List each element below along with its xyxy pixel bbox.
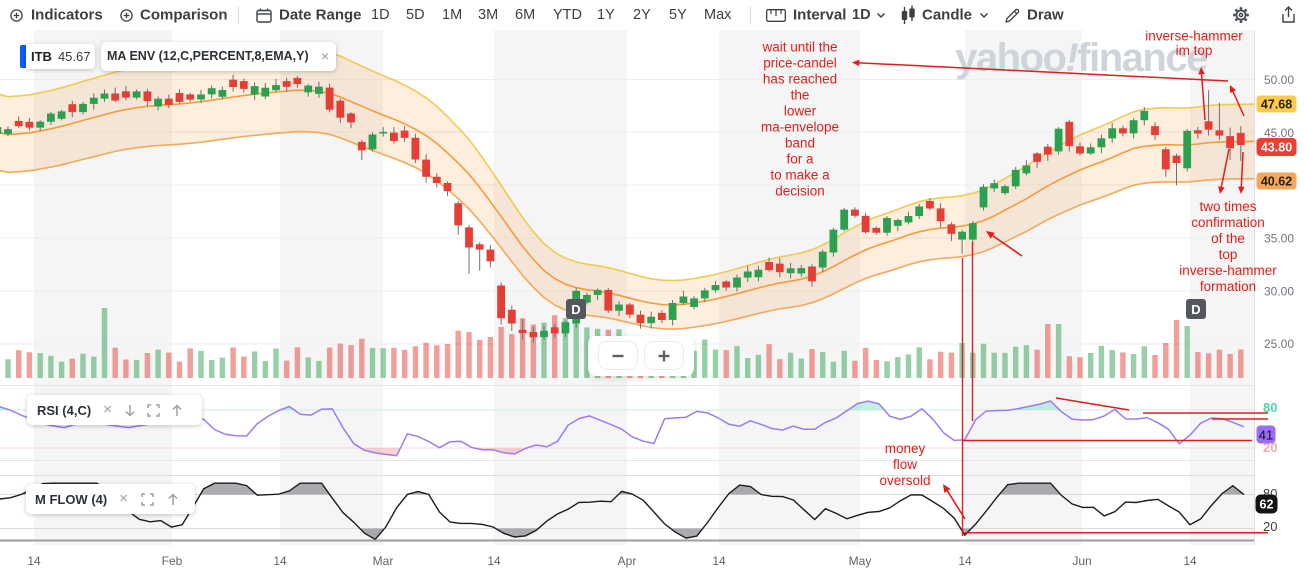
svg-text:50.00: 50.00 bbox=[1264, 73, 1294, 87]
svg-text:formation: formation bbox=[1200, 279, 1256, 294]
svg-text:to make a: to make a bbox=[770, 168, 830, 183]
svg-text:oversold: oversold bbox=[879, 473, 930, 488]
svg-text:14: 14 bbox=[27, 554, 41, 568]
svg-text:Mar: Mar bbox=[373, 554, 394, 568]
svg-text:lower: lower bbox=[784, 104, 817, 119]
svg-text:14: 14 bbox=[712, 554, 726, 568]
svg-text:for a: for a bbox=[786, 152, 814, 167]
svg-text:the: the bbox=[791, 88, 810, 103]
svg-text:30.00: 30.00 bbox=[1264, 284, 1294, 298]
svg-text:money: money bbox=[885, 441, 926, 456]
svg-text:14: 14 bbox=[1183, 554, 1197, 568]
svg-text:45.00: 45.00 bbox=[1264, 126, 1294, 140]
svg-text:25.00: 25.00 bbox=[1264, 337, 1294, 351]
svg-text:flow: flow bbox=[893, 457, 917, 472]
svg-text:D: D bbox=[571, 302, 580, 317]
svg-text:wait until the: wait until the bbox=[761, 40, 837, 55]
svg-text:inverse-hammer: inverse-hammer bbox=[1145, 29, 1243, 44]
svg-text:ma-envelope: ma-envelope bbox=[761, 120, 839, 135]
svg-text:decision: decision bbox=[775, 184, 825, 199]
svg-text:inverse-hammer: inverse-hammer bbox=[1179, 263, 1277, 278]
svg-text:43.80: 43.80 bbox=[1261, 141, 1292, 155]
svg-text:top: top bbox=[1219, 247, 1238, 262]
svg-text:47.68: 47.68 bbox=[1261, 98, 1292, 112]
svg-text:band: band bbox=[785, 136, 815, 151]
svg-text:20: 20 bbox=[1263, 519, 1277, 534]
svg-text:80: 80 bbox=[1263, 400, 1277, 415]
svg-text:D: D bbox=[1191, 302, 1200, 317]
svg-text:14: 14 bbox=[273, 554, 287, 568]
svg-text:Apr: Apr bbox=[618, 554, 637, 568]
svg-text:Jun: Jun bbox=[1072, 554, 1091, 568]
svg-text:14: 14 bbox=[487, 554, 501, 568]
svg-text:20: 20 bbox=[1263, 440, 1277, 455]
svg-text:of the: of the bbox=[1211, 231, 1245, 246]
svg-text:Feb: Feb bbox=[162, 554, 183, 568]
svg-text:May: May bbox=[849, 554, 872, 568]
svg-text:62: 62 bbox=[1260, 498, 1274, 512]
svg-text:35.00: 35.00 bbox=[1264, 232, 1294, 246]
svg-text:41: 41 bbox=[1259, 428, 1273, 443]
svg-text:price-candel: price-candel bbox=[763, 56, 837, 71]
svg-text:im top: im top bbox=[1176, 43, 1213, 58]
svg-text:confirmation: confirmation bbox=[1191, 215, 1265, 230]
svg-text:two times: two times bbox=[1199, 199, 1256, 214]
svg-text:has reached: has reached bbox=[763, 72, 837, 87]
svg-text:yahoo!finance: yahoo!finance bbox=[955, 36, 1207, 80]
svg-text:40.62: 40.62 bbox=[1261, 175, 1292, 189]
svg-text:14: 14 bbox=[958, 554, 972, 568]
